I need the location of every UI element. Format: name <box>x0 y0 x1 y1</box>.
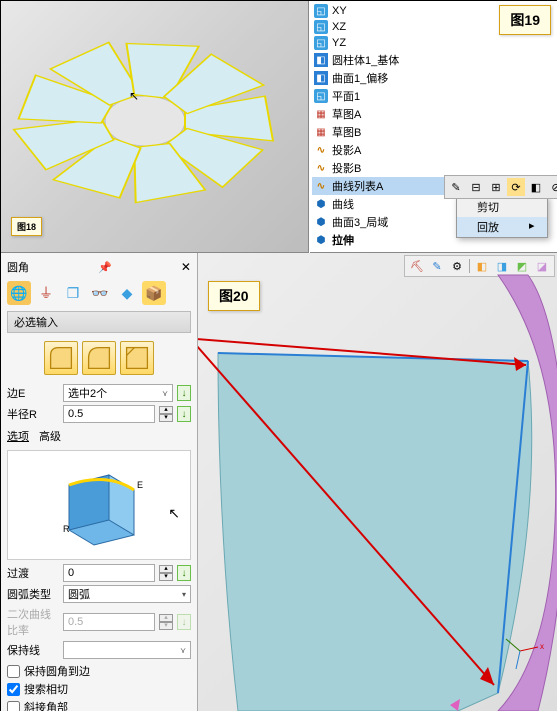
svg-text:x: x <box>540 642 544 651</box>
tool-btn[interactable]: ⊘ <box>547 178 557 196</box>
cursor-icon: ↖ <box>129 89 139 103</box>
spinner[interactable]: ▴▾ <box>159 565 173 581</box>
submenu-arrow-icon: ▸ <box>529 219 535 232</box>
arctype-select[interactable]: 圆弧▾ <box>63 585 191 603</box>
chevron-down-icon: ⋎ <box>162 389 168 398</box>
section-required: 必选输入 <box>7 311 191 333</box>
tree-item[interactable]: ◱平面1 <box>312 87 555 105</box>
mode-globe-icon[interactable]: 🌐 <box>7 281 31 305</box>
feature-icon: ⬢ <box>314 197 328 211</box>
type-var-button[interactable] <box>82 341 116 375</box>
figure-label-19: 图19 <box>499 5 551 35</box>
svg-text:E: E <box>137 480 143 490</box>
fillet-type-row <box>7 335 191 381</box>
mode-stamp-icon[interactable]: ⏚ <box>34 281 58 305</box>
tree-item[interactable]: ▦草图A <box>312 105 555 123</box>
svg-text:R: R <box>63 524 70 534</box>
mini-toolbar: ✎ ⊟ ⊞ ⟳ ◧ ⊘ <box>444 175 557 199</box>
arctype-label: 圆弧类型 <box>7 586 59 602</box>
figure-label-18: 图18 <box>11 217 42 236</box>
tool-btn[interactable]: ◧ <box>527 178 545 196</box>
preview-box: E R ↖ <box>7 450 191 560</box>
mode-gem-icon[interactable]: ◆ <box>115 281 139 305</box>
tool-btn[interactable]: ⊟ <box>467 178 485 196</box>
plane-icon: ◱ <box>314 4 328 18</box>
mode-glasses-icon[interactable]: 👓 <box>88 281 112 305</box>
preview-cube-icon: E R <box>49 460 149 550</box>
holdline-label: 保持线 <box>7 642 59 658</box>
solid-icon: ◧ <box>314 53 328 67</box>
transition-label: 过渡 <box>7 565 59 581</box>
plane-icon: ◱ <box>314 36 328 50</box>
chevron-down-icon: ⋎ <box>180 646 186 655</box>
tree-item[interactable]: ∿投影A <box>312 141 555 159</box>
tree-item[interactable]: ◧曲面1_偏移 <box>312 69 555 87</box>
surface-icon: ◧ <box>314 71 328 85</box>
viewport-blade: ⛏ ✎ ⚙ ◧ ◨ ◩ ◪ 图20 x <box>198 253 557 711</box>
edge-label: 边E <box>7 385 59 401</box>
sketch-icon: ▦ <box>314 107 328 121</box>
cursor-icon: ↖ <box>168 505 180 522</box>
context-menu: 剪切 回放▸ <box>456 196 548 238</box>
menu-item-playback[interactable]: 回放▸ <box>457 217 547 237</box>
viewport-fan: ↖ 图18 <box>1 1 309 253</box>
tool-btn[interactable]: ⟳ <box>507 178 525 196</box>
conic-row: 二次曲线比率 0.5 ▴▾ ↓ <box>7 606 191 638</box>
feature-tree-panel: 图19 ◱XY ◱XZ ◱YZ ◧圆柱体1_基体 ◧曲面1_偏移 ◱平面1 ▦草… <box>310 1 557 253</box>
radius-row: 半径R 0.5 ▴▾ ↓ <box>7 405 191 423</box>
blade-surface <box>218 353 532 711</box>
curve-icon: ∿ <box>314 161 328 175</box>
type-face-button[interactable] <box>120 341 154 375</box>
add-button[interactable]: ↓ <box>177 385 191 401</box>
cb-search-tan[interactable]: 搜索相切 <box>7 680 191 698</box>
tree-item[interactable]: ▦草图B <box>312 123 555 141</box>
blade-svg: x <box>198 253 557 711</box>
tool-btn[interactable]: ⊞ <box>487 178 505 196</box>
tab-advanced[interactable]: 高级 <box>39 428 61 444</box>
tab-row: 选项 高级 <box>7 426 191 446</box>
dialog-header: 圆角 📌 ✕ <box>7 257 191 277</box>
mode-box-icon[interactable]: 📦 <box>142 281 166 305</box>
sketch-icon: ▦ <box>314 125 328 139</box>
tool-btn[interactable]: ✎ <box>447 178 465 196</box>
spinner: ▴▾ <box>159 614 173 630</box>
cb-keep-fillet[interactable]: 保持圆角到边 <box>7 662 191 680</box>
mode-icons: 🌐 ⏚ ❐ 👓 ◆ 📦 <box>7 277 191 309</box>
menu-item-cut[interactable]: 剪切 <box>457 197 547 217</box>
tab-options[interactable]: 选项 <box>7 428 29 444</box>
transition-input[interactable]: 0 <box>63 564 155 582</box>
dialog-title: 圆角 <box>7 259 29 275</box>
spinner[interactable]: ▴▾ <box>159 406 173 422</box>
transition-row: 过渡 0 ▴▾ ↓ <box>7 564 191 582</box>
conic-input: 0.5 <box>63 613 155 631</box>
tree-item[interactable]: ◱YZ <box>312 35 555 51</box>
type-const-button[interactable] <box>44 341 78 375</box>
extrude-icon: ⬢ <box>314 233 328 247</box>
plane-icon: ◱ <box>314 89 328 103</box>
holdline-select[interactable]: ⋎ <box>63 641 191 659</box>
apply-button: ↓ <box>177 614 191 630</box>
radius-label: 半径R <box>7 406 59 422</box>
radius-input[interactable]: 0.5 <box>63 405 155 423</box>
close-button[interactable]: ✕ <box>181 260 191 274</box>
fan-svg <box>1 1 295 241</box>
edge-select[interactable]: 选中2个⋎ <box>63 384 173 402</box>
edge-row: 边E 选中2个⋎ ↓ <box>7 384 191 402</box>
apply-button[interactable]: ↓ <box>177 565 191 581</box>
cb-miter[interactable]: 斜接角部 <box>7 698 191 711</box>
plane-icon: ◱ <box>314 20 328 34</box>
curve-icon: ∿ <box>314 143 328 157</box>
fillet-dialog: 圆角 📌 ✕ 🌐 ⏚ ❐ 👓 ◆ 📦 必选输入 边E 选中2个⋎ ↓ 半径R 0… <box>1 253 198 711</box>
chevron-down-icon: ▾ <box>182 590 186 599</box>
holdline-row: 保持线 ⋎ <box>7 641 191 659</box>
arctype-row: 圆弧类型 圆弧▾ <box>7 585 191 603</box>
pin-icon[interactable]: 📌 <box>98 261 112 274</box>
curve-icon: ∿ <box>314 179 328 193</box>
feature-icon: ⬢ <box>314 215 328 229</box>
tree-item[interactable]: ◧圆柱体1_基体 <box>312 51 555 69</box>
conic-label: 二次曲线比率 <box>7 606 59 638</box>
apply-button[interactable]: ↓ <box>177 406 191 422</box>
mode-layers-icon[interactable]: ❐ <box>61 281 85 305</box>
